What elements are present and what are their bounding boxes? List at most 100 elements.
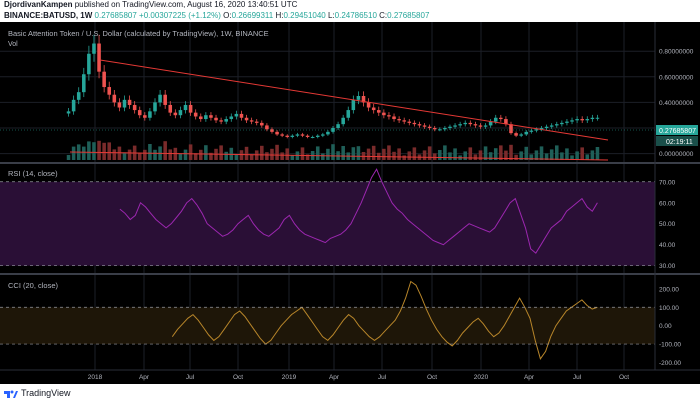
candle-body <box>585 119 590 121</box>
volume-bar <box>117 146 122 160</box>
volume-bar <box>127 149 132 160</box>
price-tick-label: 0.80000000 <box>659 49 694 56</box>
volume-legend[interactable]: Vol <box>8 41 18 48</box>
candle-body <box>565 121 569 123</box>
quote-line: BINANCE:BATUSD, 1W 0.27685807 +0.0030722… <box>4 11 429 20</box>
candle-body <box>361 96 366 103</box>
candle-body <box>321 134 325 136</box>
candle-body <box>315 135 320 137</box>
close-label: C: <box>379 11 388 20</box>
candle-body <box>443 128 447 130</box>
candle-body <box>346 110 351 118</box>
candle-body <box>112 94 117 103</box>
volume-bar <box>148 144 152 160</box>
volume-bar <box>595 147 600 160</box>
volume-bar <box>275 144 279 160</box>
candle-body <box>438 129 442 131</box>
rsi-tick-label: 40.00 <box>659 242 676 249</box>
candle-body <box>402 120 406 122</box>
candle-body <box>127 99 132 105</box>
candle-body <box>575 119 579 121</box>
volume-bar <box>137 152 142 160</box>
candle-body <box>336 124 340 128</box>
tradingview-logo-icon <box>4 390 18 398</box>
candle-body <box>239 113 244 118</box>
lower-trendline[interactable] <box>69 151 609 161</box>
volume-bar <box>92 142 96 160</box>
candle-body <box>163 94 167 105</box>
tradingview-logo[interactable]: TradingView <box>4 387 71 399</box>
time-axis[interactable]: 2018 Apr Jul Oct 2019 Apr Jul Oct 2020 Apr Jul Oct <box>88 374 629 381</box>
quote-header: BINANCE:BATUSD, 1W 0.27685807 +0.0030722… <box>0 10 700 22</box>
price-tick-label: 0.40000000 <box>659 100 694 107</box>
candle-body <box>249 120 254 122</box>
candle-body <box>254 121 259 123</box>
cci-tick-label: 0.00 <box>659 323 672 330</box>
candle-body <box>87 53 91 75</box>
candle-body <box>524 131 529 135</box>
volume-bar <box>539 146 544 160</box>
volume-bar <box>193 153 198 160</box>
candle-body <box>504 119 508 125</box>
volume-bar <box>468 147 473 160</box>
main-legend[interactable]: Basic Attention Token / U.S. Dollar (cal… <box>8 29 269 38</box>
volume-bar <box>321 153 325 160</box>
candles <box>66 34 600 139</box>
candle-body <box>382 112 386 116</box>
cci-tick-label: -200.00 <box>659 360 681 367</box>
candle-body <box>229 116 234 120</box>
volume-bar <box>143 149 147 160</box>
time-tick-label: Jul <box>378 374 387 381</box>
candle-body <box>448 126 452 128</box>
rsi-legend[interactable]: RSI (14, close) <box>8 169 58 178</box>
chart-canvas[interactable]: Basic Attention Token / U.S. Dollar (cal… <box>0 22 700 384</box>
candle-body <box>478 125 483 127</box>
candle-body <box>463 122 468 125</box>
cci-pane[interactable] <box>171 280 598 360</box>
rsi-pane[interactable] <box>119 168 598 254</box>
volume-bar <box>178 153 183 160</box>
volume-bar <box>483 146 488 160</box>
volume-bar <box>407 151 412 160</box>
volume-bar <box>585 154 590 160</box>
candle-body <box>529 130 534 132</box>
symbol-label: BINANCE:BATUSD, 1W <box>4 11 93 20</box>
cci-band-fill <box>0 307 655 345</box>
cci-tick-label: -100.00 <box>659 342 681 349</box>
upper-trendline[interactable] <box>99 59 609 141</box>
candle-body <box>427 126 432 128</box>
price-change: +0.00307225 (+1.12%) <box>139 11 221 20</box>
author-name[interactable]: DjordivanKampen <box>4 0 73 9</box>
candle-body <box>168 104 173 113</box>
time-tick-label: Oct <box>233 374 243 381</box>
candle-body <box>539 128 544 130</box>
candle-body <box>534 129 539 131</box>
cci-legend[interactable]: CCI (20, close) <box>8 281 59 290</box>
candle-body <box>407 121 412 123</box>
candle-body <box>117 102 122 108</box>
candle-body <box>351 99 356 111</box>
indicator-bands <box>0 181 655 345</box>
volume-bar <box>453 148 457 160</box>
candle-body <box>453 125 457 127</box>
price-tick-label: 0.00000000 <box>659 151 694 158</box>
time-tick-label: Apr <box>139 374 150 381</box>
candle-body <box>183 104 188 111</box>
candle-body <box>310 136 315 138</box>
volume-bar <box>209 152 213 160</box>
volume-bar <box>102 142 106 160</box>
volume-bar <box>270 148 274 160</box>
candle-body <box>570 120 574 122</box>
time-tick-label: Jul <box>186 374 195 381</box>
candle-body <box>137 110 142 116</box>
volume-bar <box>402 155 406 160</box>
volume-bar <box>168 149 173 160</box>
volume-bar <box>382 148 386 160</box>
volume-bar <box>478 150 483 160</box>
candle-body <box>397 119 401 121</box>
volume-bar <box>448 152 452 160</box>
volume-bar <box>575 151 579 160</box>
candle-body <box>580 119 584 121</box>
volume-bar <box>224 151 228 160</box>
volume-bar <box>509 144 513 160</box>
